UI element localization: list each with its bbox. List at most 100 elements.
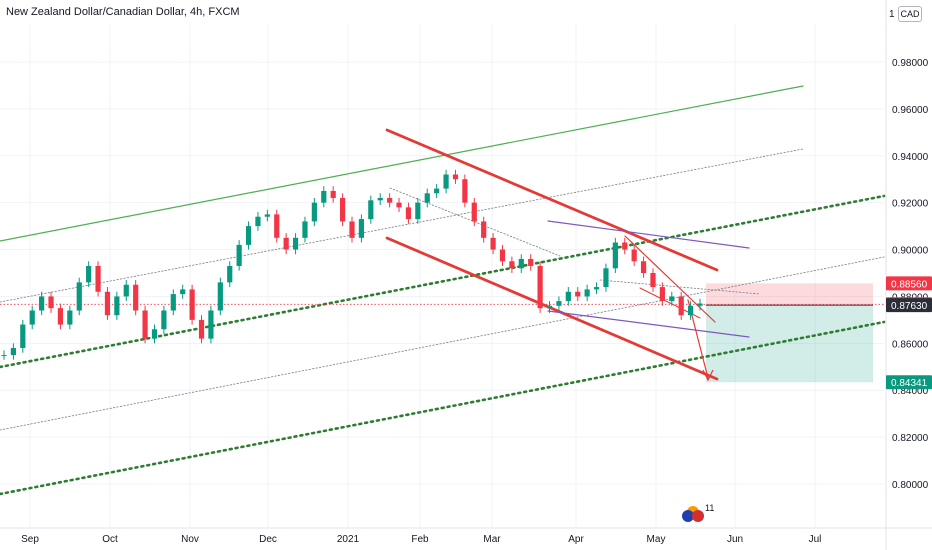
purple-line-lower (547, 310, 750, 338)
candle-body (537, 265, 543, 309)
price-label-bg (886, 375, 932, 390)
candle-body (292, 237, 299, 250)
x-tick-label: Apr (568, 534, 584, 545)
candle-body (67, 310, 73, 325)
candle-body (161, 310, 167, 330)
candle-body (57, 308, 64, 325)
currency-badge[interactable]: CAD (898, 6, 922, 22)
candle-body (396, 202, 402, 208)
price-label: 0.88560 (891, 279, 928, 290)
grey-dotted-flat (599, 279, 761, 295)
candle-body (518, 258, 524, 269)
x-tick-label: Jun (727, 534, 743, 545)
price-label: 0.87630 (891, 301, 928, 312)
chart-title: New Zealand Dollar/Canadian Dollar, 4h, … (6, 6, 240, 18)
candle-body (114, 296, 120, 316)
candle-body (434, 188, 440, 194)
candle-body (349, 221, 355, 238)
event-markers[interactable]: 11 (682, 503, 714, 522)
candle-body (76, 282, 82, 311)
event-count: 11 (705, 503, 714, 513)
candle-body (217, 282, 223, 311)
purple-line-upper (547, 220, 750, 249)
candle-body (86, 265, 92, 283)
y-tick-label: 0.84000 (892, 386, 929, 397)
candle-body (95, 265, 101, 292)
candle-body (39, 296, 45, 311)
candle-body (274, 214, 280, 238)
candle-body (584, 289, 590, 297)
channel-top-line (385, 128, 719, 272)
price-label-bg (886, 276, 932, 291)
candle-body (443, 174, 449, 189)
candle-body (650, 273, 656, 288)
upper-trend-line (0, 85, 804, 242)
scale-top-label: 1 (889, 9, 895, 20)
y-tick-label: 0.90000 (892, 246, 929, 257)
candle-body (565, 291, 571, 302)
candle-body (10, 348, 17, 356)
x-tick-label: 2021 (337, 534, 360, 545)
stop-loss-zone (706, 283, 873, 306)
candle-body (481, 221, 487, 238)
y-tick-label: 0.82000 (892, 433, 929, 444)
y-tick-label: 0.96000 (892, 105, 929, 116)
price-label: 0.84341 (891, 378, 928, 389)
candle-body (462, 179, 468, 203)
candle-body (622, 242, 628, 250)
candle-body (499, 249, 506, 262)
candle-body (236, 244, 242, 266)
candle-body (255, 216, 261, 227)
candle-body (48, 296, 54, 309)
y-tick-label: 0.94000 (892, 152, 929, 163)
x-tick-label: Nov (181, 534, 199, 545)
candle-body (189, 289, 195, 320)
candle-body (358, 219, 365, 238)
y-tick-label: 0.80000 (892, 480, 929, 491)
candle-body (104, 291, 111, 316)
candle-body (528, 258, 534, 266)
candle-body (669, 296, 675, 302)
x-tick-label: Jul (809, 534, 822, 545)
x-tick-label: May (647, 534, 666, 545)
candle-body (424, 193, 430, 203)
candle-body (321, 190, 327, 203)
candle-body (339, 197, 346, 222)
candle-body (575, 291, 581, 297)
candle-body (29, 310, 35, 325)
candle-body (377, 197, 383, 201)
candle-body (283, 237, 289, 250)
candle-body (603, 268, 609, 288)
green-support-line-lower (0, 320, 886, 496)
candle-body (180, 289, 186, 295)
candle-body (452, 174, 459, 180)
x-tick-label: Mar (483, 534, 501, 545)
channel-bottom-line (385, 236, 719, 381)
grey-dotted-descent (389, 187, 561, 257)
candle-body (546, 305, 553, 309)
candle-body (659, 287, 665, 302)
candles (1, 169, 703, 360)
candle-body (631, 249, 637, 262)
candle-body (1, 355, 7, 357)
candle-body (593, 287, 600, 290)
candle-body (170, 294, 176, 311)
candle-body (556, 301, 562, 306)
candle-body (415, 202, 421, 220)
y-tick-label: 0.92000 (892, 199, 929, 210)
grey-dotted-line-lower (0, 256, 885, 431)
flag-icon (692, 510, 704, 522)
position-zones (706, 283, 873, 383)
candle-body (509, 261, 515, 269)
candle-body (302, 221, 308, 238)
candle-body (20, 324, 26, 349)
candle-body (245, 226, 252, 245)
candle-body (490, 237, 496, 250)
y-tick-label: 0.98000 (892, 58, 929, 69)
candle-body (311, 202, 317, 222)
x-tick-label: Feb (411, 534, 429, 545)
candle-body (640, 261, 647, 273)
candle-body (133, 284, 139, 311)
